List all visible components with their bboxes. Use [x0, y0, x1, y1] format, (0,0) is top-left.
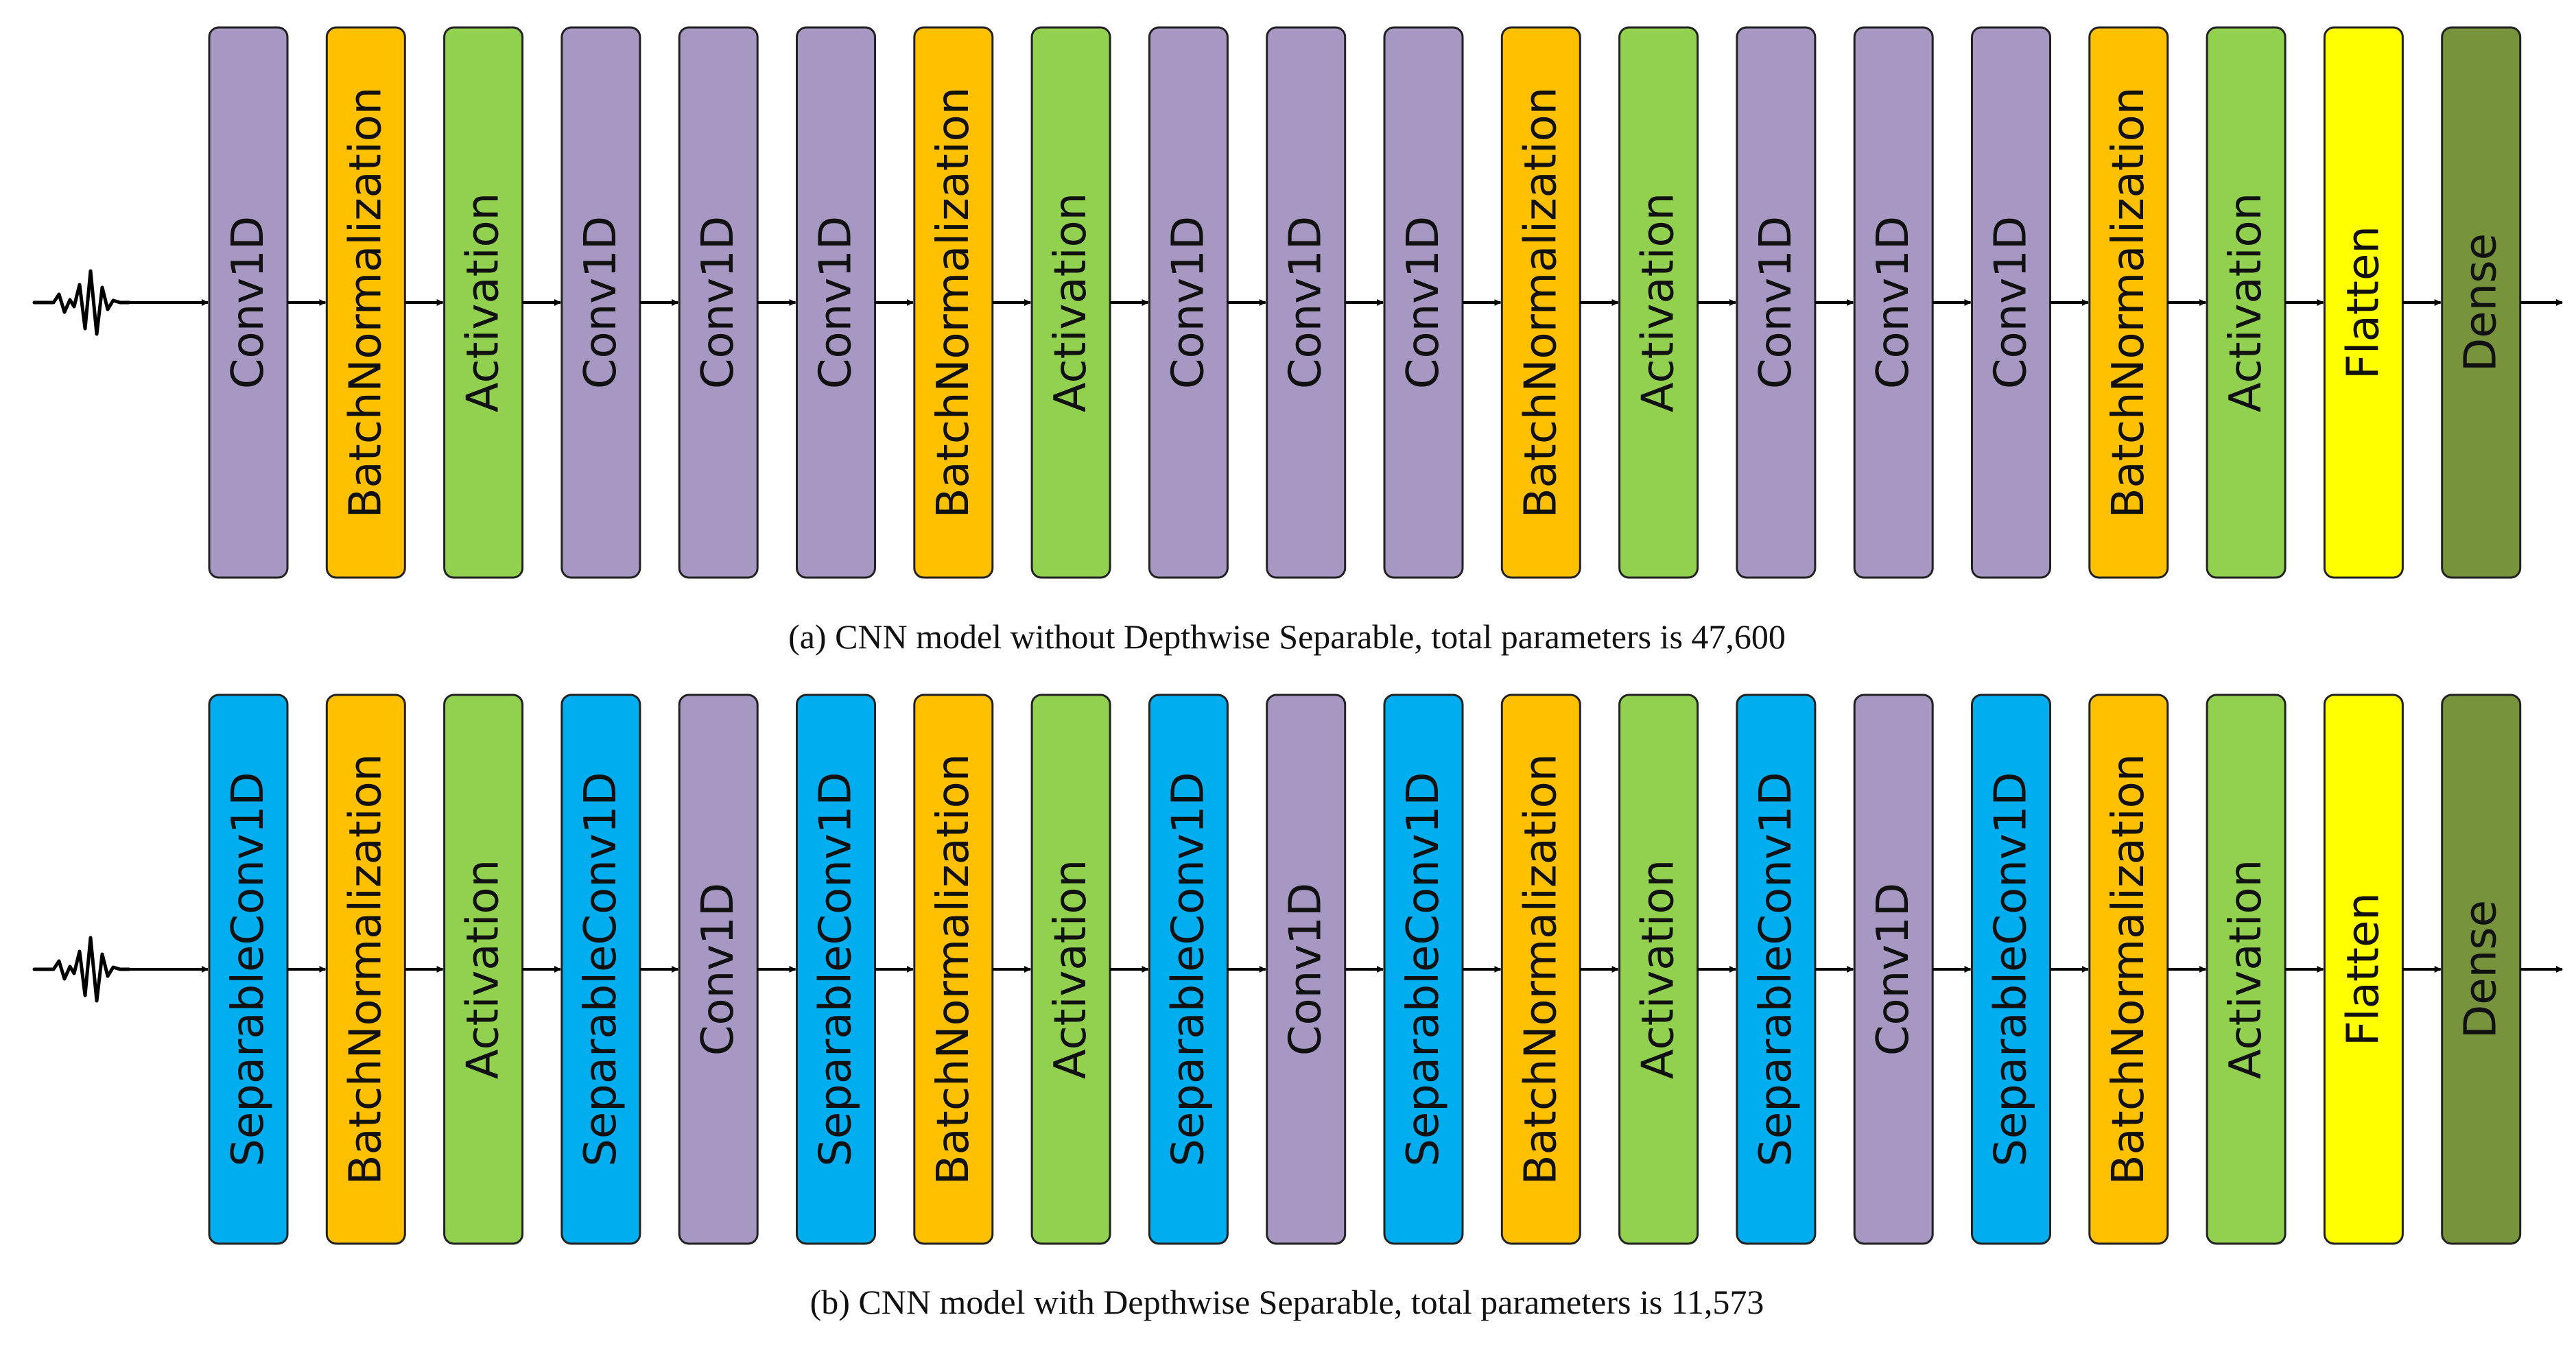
- layer-label: Conv1D: [1751, 216, 1801, 389]
- layer-box-activation: Activation: [1030, 694, 1111, 1245]
- layer-label: SeparableConv1D: [1986, 772, 2037, 1166]
- layer-box-activation: Activation: [2206, 26, 2287, 579]
- layer-label: BatchNormalization: [1515, 754, 1566, 1185]
- layer-box-conv1-d: Conv1D: [1736, 26, 1817, 579]
- layer-label: Activation: [1045, 193, 1096, 412]
- layer-label: Conv1D: [693, 216, 744, 389]
- layer-box-separable-conv1-d: SeparableConv1D: [1148, 694, 1229, 1245]
- layer-box-batch-normalization: BatchNormalization: [913, 694, 994, 1245]
- layer-label: BatchNormalization: [340, 754, 391, 1185]
- layer-label: Conv1D: [1868, 216, 1919, 389]
- layer-label: BatchNormalization: [340, 87, 391, 519]
- layer-box-batch-normalization: BatchNormalization: [325, 694, 406, 1245]
- caption-a: (a) CNN model without Depthwise Separabl…: [788, 617, 1786, 656]
- layer-box-conv1-d: Conv1D: [1266, 694, 1347, 1245]
- layer-label: Conv1D: [1281, 883, 1332, 1056]
- layer-box-batch-normalization: BatchNormalization: [1500, 26, 1581, 579]
- diagram-a: Conv1D BatchNormalization Activation Conv1D…: [32, 26, 2563, 579]
- diagram-b: SeparableConv1D BatchNormalization Activat…: [32, 694, 2563, 1245]
- layer-box-activation: Activation: [443, 694, 524, 1245]
- layer-box-batch-normalization: BatchNormalization: [2088, 26, 2169, 579]
- layer-label: Activation: [1633, 860, 1684, 1079]
- layer-label: Conv1D: [223, 216, 274, 389]
- layer-box-flatten: Flatten: [2323, 26, 2404, 579]
- layer-box-conv1-d: Conv1D: [560, 26, 641, 579]
- layer-label: Activation: [1045, 860, 1096, 1079]
- layer-label: Conv1D: [1868, 883, 1919, 1056]
- layer-label: Conv1D: [1986, 216, 2037, 389]
- layer-label: Activation: [1633, 193, 1684, 412]
- layer-label: BatchNormalization: [2103, 754, 2154, 1185]
- layer-label: Activation: [458, 860, 509, 1079]
- layer-label: BatchNormalization: [928, 754, 979, 1185]
- layer-label: Conv1D: [1398, 216, 1449, 389]
- layer-label: SeparableConv1D: [811, 772, 862, 1166]
- layer-box-conv1-d: Conv1D: [796, 26, 876, 579]
- layer-box-batch-normalization: BatchNormalization: [913, 26, 994, 579]
- layer-box-activation: Activation: [1618, 694, 1699, 1245]
- layer-box-batch-normalization: BatchNormalization: [1500, 694, 1581, 1245]
- layer-box-separable-conv1-d: SeparableConv1D: [1383, 694, 1464, 1245]
- layer-label: Conv1D: [576, 216, 626, 389]
- layer-box-dense: Dense: [2441, 694, 2522, 1245]
- layer-label: Activation: [2221, 193, 2271, 412]
- layer-box-separable-conv1-d: SeparableConv1D: [796, 694, 876, 1245]
- layer-box-conv1-d: Conv1D: [678, 694, 759, 1245]
- layer-box-conv1-d: Conv1D: [1853, 26, 1934, 579]
- layer-box-separable-conv1-d: SeparableConv1D: [1736, 694, 1817, 1245]
- layer-label: SeparableConv1D: [1398, 772, 1449, 1166]
- layer-label: Dense: [2456, 233, 2507, 372]
- layer-label: BatchNormalization: [2103, 87, 2154, 519]
- layer-label: Conv1D: [1163, 216, 1214, 389]
- layer-box-conv1-d: Conv1D: [1383, 26, 1464, 579]
- layer-box-activation: Activation: [443, 26, 524, 579]
- layer-box-conv1-d: Conv1D: [678, 26, 759, 579]
- caption-b: (b) CNN model with Depthwise Separable, …: [810, 1283, 1764, 1321]
- layer-box-dense: Dense: [2441, 26, 2522, 579]
- layer-label: BatchNormalization: [1515, 87, 1566, 519]
- layer-label: SeparableConv1D: [576, 772, 626, 1166]
- seismic-waveform-icon: [32, 936, 131, 1003]
- layer-box-activation: Activation: [1030, 26, 1111, 579]
- layer-box-conv1-d: Conv1D: [1148, 26, 1229, 579]
- layer-label: Activation: [2221, 860, 2271, 1079]
- layer-box-separable-conv1-d: SeparableConv1D: [1971, 694, 2051, 1245]
- layer-label: SeparableConv1D: [1163, 772, 1214, 1166]
- layer-box-conv1-d: Conv1D: [1971, 26, 2051, 579]
- layer-label: Flatten: [2338, 226, 2389, 379]
- layer-box-activation: Activation: [2206, 694, 2287, 1245]
- layer-label: Dense: [2456, 900, 2507, 1039]
- layer-box-batch-normalization: BatchNormalization: [2088, 694, 2169, 1245]
- layer-box-flatten: Flatten: [2323, 694, 2404, 1245]
- layer-label: SeparableConv1D: [223, 772, 274, 1166]
- layer-label: Activation: [458, 193, 509, 412]
- layer-box-separable-conv1-d: SeparableConv1D: [208, 694, 289, 1245]
- layer-label: Conv1D: [811, 216, 862, 389]
- layer-box-separable-conv1-d: SeparableConv1D: [560, 694, 641, 1245]
- layer-label: Conv1D: [1281, 216, 1332, 389]
- seismic-waveform-icon: [32, 269, 131, 336]
- layer-label: BatchNormalization: [928, 87, 979, 519]
- layer-box-conv1-d: Conv1D: [1266, 26, 1347, 579]
- layer-box-conv1-d: Conv1D: [1853, 694, 1934, 1245]
- layer-box-batch-normalization: BatchNormalization: [325, 26, 406, 579]
- layer-box-activation: Activation: [1618, 26, 1699, 579]
- layer-box-conv1-d: Conv1D: [208, 26, 289, 579]
- layer-label: Conv1D: [693, 883, 744, 1056]
- layer-label: SeparableConv1D: [1751, 772, 1801, 1166]
- layer-label: Flatten: [2338, 892, 2389, 1046]
